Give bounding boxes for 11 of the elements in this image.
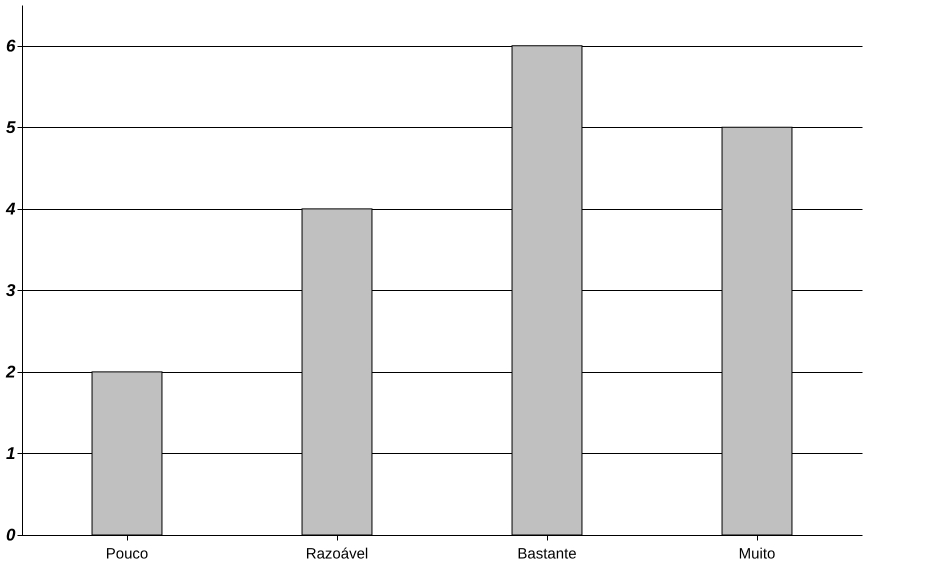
y-tick-label: 6 xyxy=(6,36,16,56)
y-tick-label: 0 xyxy=(6,526,16,544)
y-tick-label: 2 xyxy=(5,362,16,382)
y-tick-label: 3 xyxy=(6,280,16,300)
x-tick-label: Muito xyxy=(738,546,776,562)
y-tick-label: 5 xyxy=(6,118,16,137)
y-tick-label: 4 xyxy=(5,199,16,218)
x-tick-label: Bastante xyxy=(517,546,577,562)
x-tick-label: Razoável xyxy=(306,546,368,562)
y-tick-label: 1 xyxy=(6,444,16,463)
x-tick-label: Pouco xyxy=(106,546,148,562)
